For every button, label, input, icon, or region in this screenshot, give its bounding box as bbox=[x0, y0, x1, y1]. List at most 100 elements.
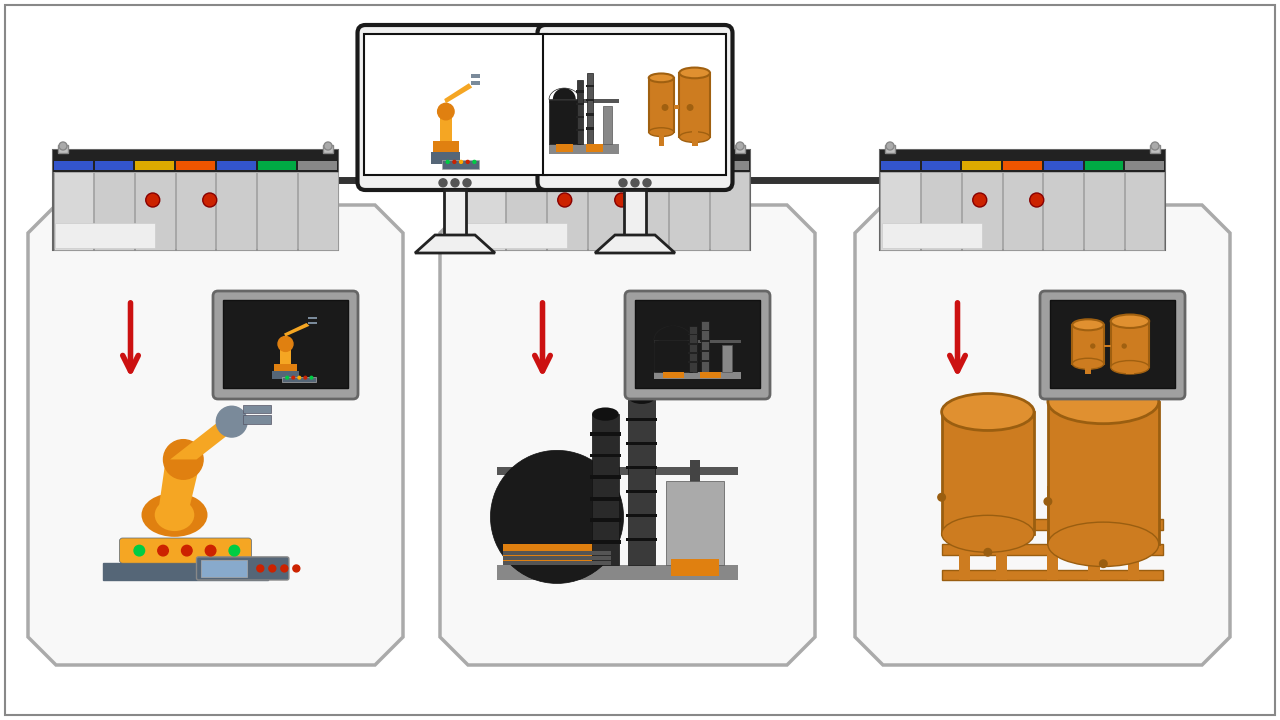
Polygon shape bbox=[595, 235, 675, 253]
FancyBboxPatch shape bbox=[212, 291, 358, 399]
Bar bbox=[549, 99, 618, 102]
Ellipse shape bbox=[1048, 379, 1158, 423]
Ellipse shape bbox=[593, 408, 618, 420]
Bar bbox=[884, 145, 895, 153]
Circle shape bbox=[157, 545, 169, 556]
Bar bbox=[669, 161, 708, 170]
Bar bbox=[600, 460, 611, 565]
Bar bbox=[95, 172, 134, 250]
Bar bbox=[654, 340, 741, 343]
FancyBboxPatch shape bbox=[625, 291, 771, 399]
Bar bbox=[700, 330, 710, 331]
Bar bbox=[700, 360, 710, 362]
Circle shape bbox=[466, 161, 470, 163]
Bar bbox=[669, 172, 709, 250]
Bar bbox=[1050, 300, 1175, 388]
Bar bbox=[576, 116, 585, 118]
Bar bbox=[549, 144, 618, 154]
Circle shape bbox=[471, 142, 479, 150]
Bar bbox=[1128, 485, 1139, 580]
Polygon shape bbox=[159, 459, 201, 505]
Circle shape bbox=[453, 161, 456, 163]
Bar bbox=[691, 131, 698, 146]
Bar bbox=[663, 372, 684, 378]
Bar bbox=[590, 454, 621, 457]
Bar bbox=[175, 172, 215, 250]
Circle shape bbox=[472, 161, 476, 163]
FancyBboxPatch shape bbox=[538, 25, 732, 190]
Circle shape bbox=[298, 377, 301, 379]
Bar bbox=[590, 497, 621, 500]
Bar bbox=[216, 161, 256, 170]
Circle shape bbox=[558, 193, 572, 207]
Ellipse shape bbox=[1073, 319, 1103, 330]
Bar bbox=[959, 485, 970, 580]
Bar bbox=[588, 73, 593, 144]
Polygon shape bbox=[284, 323, 310, 336]
Bar bbox=[586, 113, 594, 115]
Bar bbox=[577, 80, 584, 144]
Bar bbox=[470, 145, 480, 153]
Bar bbox=[879, 150, 1165, 172]
FancyBboxPatch shape bbox=[197, 557, 289, 580]
Bar bbox=[588, 161, 627, 170]
Bar bbox=[942, 519, 1164, 530]
Bar bbox=[590, 432, 621, 436]
Bar bbox=[700, 340, 710, 342]
Polygon shape bbox=[855, 205, 1230, 665]
Circle shape bbox=[292, 377, 294, 379]
Bar bbox=[735, 145, 745, 153]
Bar bbox=[1111, 321, 1149, 367]
Bar bbox=[593, 414, 618, 565]
Ellipse shape bbox=[649, 127, 673, 137]
Bar bbox=[626, 490, 657, 493]
Bar bbox=[722, 346, 732, 372]
Bar bbox=[1084, 161, 1124, 170]
Bar bbox=[1044, 161, 1083, 170]
Bar bbox=[626, 513, 657, 517]
Circle shape bbox=[614, 193, 628, 207]
Bar bbox=[465, 150, 750, 172]
Bar bbox=[637, 460, 646, 565]
Polygon shape bbox=[440, 205, 815, 665]
Polygon shape bbox=[28, 205, 403, 665]
Bar bbox=[576, 90, 585, 93]
Bar bbox=[671, 559, 719, 576]
Circle shape bbox=[305, 377, 307, 379]
Ellipse shape bbox=[680, 68, 710, 78]
Bar bbox=[274, 364, 297, 371]
Bar bbox=[649, 78, 673, 132]
Bar bbox=[466, 161, 504, 170]
Bar bbox=[497, 467, 739, 475]
Bar bbox=[689, 343, 698, 345]
Bar bbox=[1073, 325, 1103, 364]
Circle shape bbox=[643, 179, 652, 186]
Bar bbox=[308, 317, 317, 320]
Bar bbox=[102, 563, 268, 580]
Bar bbox=[273, 371, 298, 379]
Bar bbox=[134, 172, 174, 250]
Bar bbox=[298, 172, 338, 250]
Circle shape bbox=[687, 104, 692, 110]
Circle shape bbox=[438, 103, 454, 120]
Bar bbox=[1149, 145, 1160, 153]
Bar bbox=[243, 415, 271, 424]
Bar bbox=[503, 556, 612, 560]
FancyBboxPatch shape bbox=[1039, 291, 1185, 399]
Bar bbox=[548, 161, 586, 170]
Circle shape bbox=[460, 161, 462, 163]
Bar bbox=[52, 150, 338, 172]
Bar bbox=[626, 466, 657, 469]
Circle shape bbox=[269, 565, 275, 572]
Circle shape bbox=[938, 493, 946, 501]
Circle shape bbox=[280, 565, 288, 572]
Polygon shape bbox=[415, 235, 495, 253]
Bar bbox=[1043, 172, 1083, 250]
Bar bbox=[586, 85, 594, 87]
Ellipse shape bbox=[649, 73, 673, 82]
Bar bbox=[1085, 363, 1092, 374]
Bar bbox=[1125, 172, 1165, 250]
Circle shape bbox=[164, 440, 204, 480]
Bar bbox=[881, 161, 920, 170]
Bar bbox=[201, 560, 247, 577]
